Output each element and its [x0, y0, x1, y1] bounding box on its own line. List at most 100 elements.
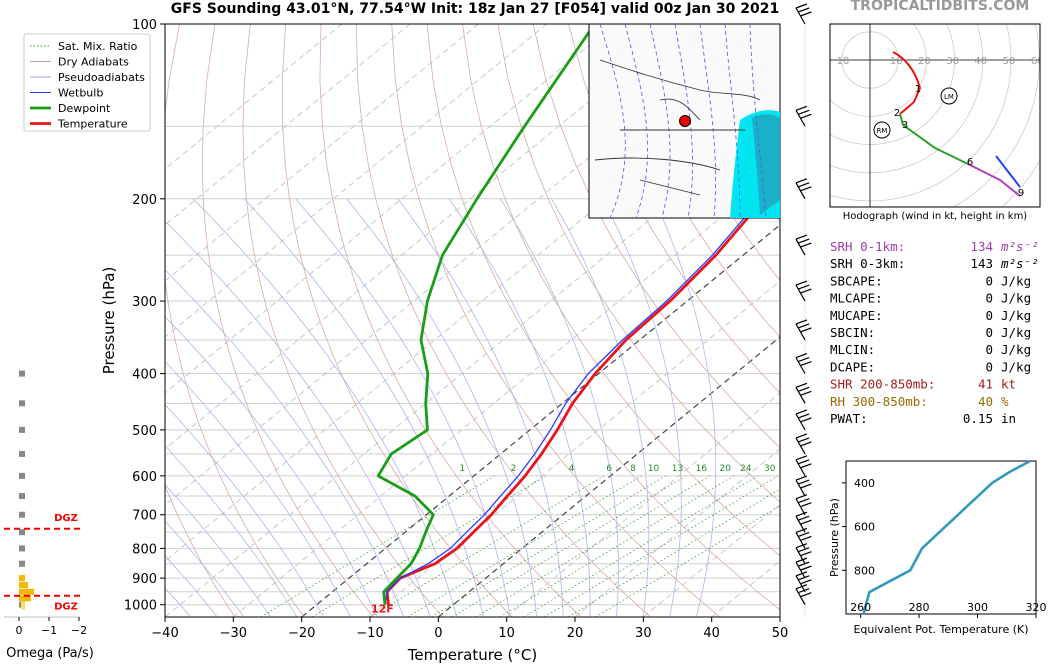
isotherm-line: [233, 168, 780, 617]
pseudoadiabat-line: [551, 198, 650, 617]
skewt-plot-area: 1 2 4 6 8 10 13 16 20 24 30 36: [165, 24, 780, 617]
storm-motion-marker: [873, 121, 891, 139]
wind-barb-flag: [800, 361, 812, 367]
index-unit: %: [1001, 394, 1009, 409]
wind-barb-flag: [797, 588, 810, 594]
index-value: 41: [978, 377, 993, 392]
omega-tick-label: 0: [16, 624, 23, 637]
omega-bar: [19, 545, 25, 552]
omega-bar: [19, 560, 25, 567]
y-tick-label: 400: [132, 368, 157, 383]
dry-adiabat-line: [426, 24, 780, 611]
omega-bar: [19, 370, 25, 377]
index-unit: m²s⁻²: [1000, 256, 1039, 271]
wind-barb-flag: [795, 571, 808, 577]
index-value: 0: [985, 308, 993, 323]
omega-panel: DGZ DGZ 0 −1 −2 Omega (Pa/s): [4, 370, 94, 661]
hodograph-segment-3-6km: [899, 113, 969, 165]
index-label: SBCAPE:: [830, 273, 883, 288]
omega-bar: [21, 601, 25, 610]
wind-barb: [795, 3, 812, 25]
theta-e-x-tick-label: 260: [850, 601, 871, 614]
legend-entry: Temperature: [57, 118, 128, 131]
wind-barb: [795, 455, 812, 477]
hodograph-plot-area: 10 20 30 40 50 60 10 1 23 6 9 RM LM: [830, 24, 1040, 207]
pseudoadiabat-line: [602, 198, 682, 617]
dry-adiabat-line: [568, 24, 780, 394]
hodograph-ring-label: 40: [974, 56, 987, 67]
pseudoadiabat-line: [165, 269, 404, 617]
index-unit: J/kg: [1001, 325, 1031, 340]
wind-barb: [795, 353, 812, 374]
dry-adiabat-line: [165, 24, 305, 617]
wind-barb-flag: [800, 417, 812, 423]
mixing-ratio-label: 4: [569, 464, 575, 474]
y-tick-label: 300: [132, 295, 157, 310]
x-tick-label: −40: [151, 626, 178, 641]
omega-bar: [19, 426, 25, 433]
wind-barb-flag: [800, 565, 812, 571]
wind-barb-flag: [800, 519, 812, 525]
theta-e-y-tick-label: 400: [854, 477, 875, 490]
index-unit: m²s⁻²: [1000, 239, 1039, 254]
wind-barb-flag: [797, 109, 810, 115]
wind-barb-flag: [797, 323, 810, 329]
index-value: 0: [985, 291, 993, 306]
pseudoadiabat-line: [397, 198, 564, 617]
index-label: MLCAPE:: [830, 291, 883, 306]
map-contour: [649, 23, 671, 219]
wind-barb: [795, 382, 812, 404]
wind-barb-flag: [797, 561, 810, 567]
index-label: SRH 0-1km:: [830, 239, 905, 254]
omega-bar: [19, 582, 28, 589]
index-label: SHR 200-850mb:: [830, 377, 935, 392]
omega-bar: [19, 472, 25, 479]
index-label: PWAT:: [830, 411, 868, 426]
theta-e-x-tick-label: 300: [967, 601, 988, 614]
mixing-ratio-line: [475, 475, 710, 617]
y-tick-label: 1000: [124, 599, 157, 614]
dry-adiabat-line: [532, 24, 780, 449]
dgz-label: DGZ: [54, 602, 78, 613]
mixing-ratio-label: 24: [740, 464, 752, 474]
pseudoadiabat-line: [192, 198, 458, 617]
wind-barb-flag: [800, 483, 812, 489]
wind-barbs: [795, 3, 812, 617]
dry-adiabat-line: [281, 24, 513, 617]
theta-e-y-label: Pressure (hPa): [828, 498, 841, 577]
isotherm-line: [506, 392, 780, 617]
index-label: RH 300-850mb:: [830, 394, 928, 409]
wind-barb-flag: [800, 186, 812, 192]
wind-barb-flag: [797, 386, 810, 392]
wind-barb-flag: [800, 579, 812, 585]
wind-barb-flag: [797, 357, 810, 363]
hodograph-ring-label: 20: [918, 56, 931, 67]
wind-barb-flag: [795, 557, 808, 563]
y-tick-label: 600: [132, 470, 157, 485]
wind-barb-flag: [795, 234, 808, 240]
inset-map: [588, 23, 781, 219]
pseudoadiabat-line: [500, 198, 619, 617]
legend-box: [23, 33, 151, 132]
theta-e-profile: [862, 459, 1031, 615]
wind-barb-flag: [797, 238, 810, 244]
mixing-ratio-line: [431, 475, 666, 617]
theta-e-x-label: Equivalent Pot. Temperature (K): [853, 623, 1028, 636]
wind-barb-flag: [795, 105, 808, 111]
y-tick-label: 500: [132, 424, 157, 439]
wind-barb-flag: [795, 455, 808, 461]
wind-barb-flag: [795, 409, 808, 415]
wind-barb-flag: [797, 437, 810, 443]
wind-barb-flag: [800, 535, 812, 541]
x-tick-label: −10: [356, 626, 383, 641]
omega-tick-label: −1: [41, 624, 57, 637]
mixing-ratio-label: 20: [720, 464, 732, 474]
index-label: SRH 0-3km:: [830, 256, 905, 271]
wind-barb-flag: [797, 413, 810, 419]
index-value: 40: [978, 394, 993, 409]
wind-barb: [795, 178, 812, 200]
dry-adiabat-line: [603, 24, 780, 338]
index-unit: kt: [1001, 377, 1016, 392]
wind-barb: [795, 234, 812, 256]
pseudoadiabat-line: [244, 198, 484, 617]
